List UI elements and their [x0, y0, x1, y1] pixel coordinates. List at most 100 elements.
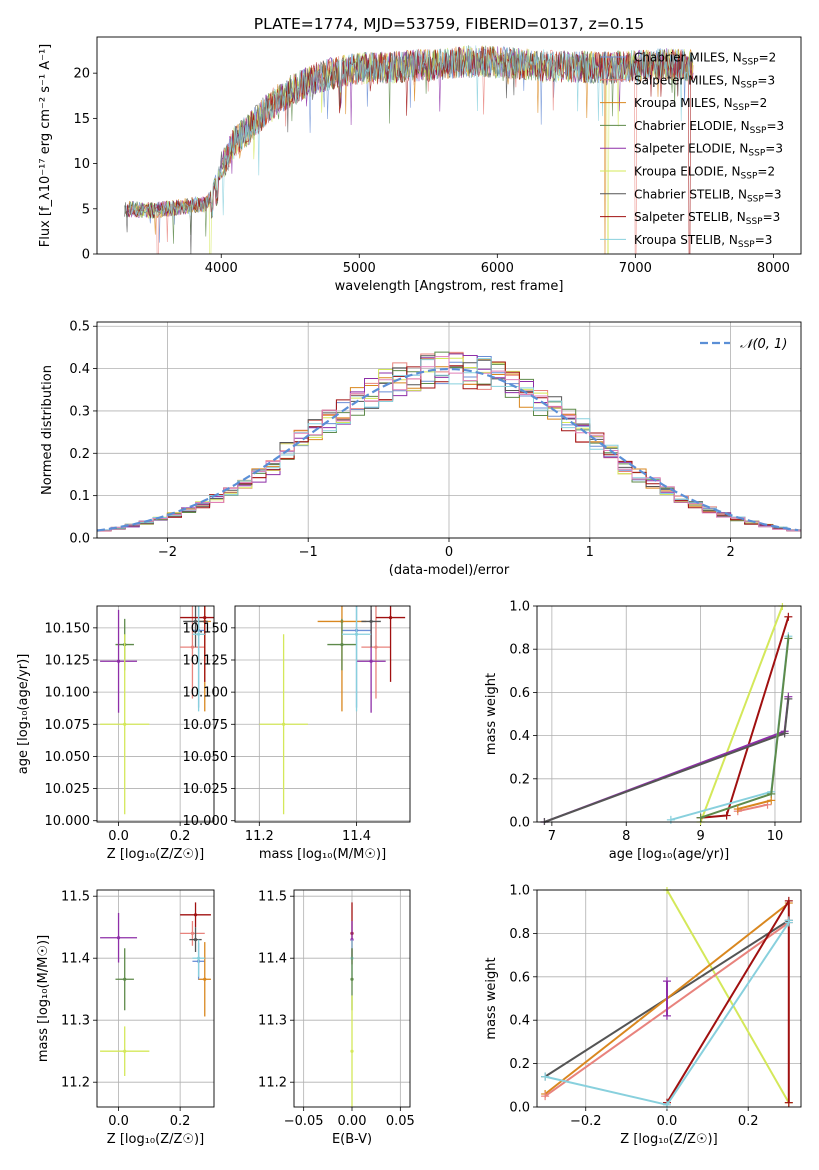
y-tick-label: 5: [82, 202, 90, 217]
legend-entry: Salpeter STELIB, NSSP=3: [634, 210, 780, 227]
y-tick-label: 1.0: [509, 884, 530, 899]
y-tick-label: 0.5: [69, 320, 90, 335]
histograms: [97, 351, 801, 533]
weight-marker: [662, 1100, 671, 1109]
residuals-panel: −2 −1 0 1 2 0.0 0.1 0.2 0.3 0.4 0.5 (data-model)/er…: [40, 320, 802, 578]
y-tick-label: 10.100: [183, 686, 229, 701]
x-tick-label: 4000: [205, 261, 238, 276]
point-marker: [340, 642, 344, 647]
x-tick-label: −0.05: [284, 1114, 324, 1129]
point-marker: [197, 956, 201, 960]
x-tick-label: 8: [622, 829, 630, 844]
point-marker: [190, 931, 195, 936]
data-point: [180, 902, 211, 928]
data-point: [100, 609, 138, 713]
y-axis-label: mass [log₁₀(M/M☉)]: [36, 935, 51, 1062]
y-tick-label: 11.2: [61, 1076, 90, 1091]
point-marker: [369, 619, 373, 624]
point-marker: [123, 1049, 127, 1053]
point-marker: [193, 619, 198, 624]
weight-marker: [780, 729, 789, 738]
x-tick-label: 8000: [757, 261, 790, 276]
weight-marker: [784, 634, 793, 643]
data-point: [100, 634, 150, 815]
legend-entry: Salpeter ELODIE, NSSP=3: [634, 142, 783, 159]
x-tick-label: 9: [696, 829, 704, 844]
y-tick-label: 0.2: [509, 772, 530, 787]
histogram-series: [97, 361, 801, 533]
data-point: [115, 948, 134, 1011]
y-tick-label: 0.8: [509, 643, 530, 658]
y-tick-label: 0.4: [509, 729, 530, 744]
data-point: [180, 606, 214, 682]
x-tick-label: 10: [767, 829, 784, 844]
y-tick-label: 0.2: [509, 1057, 530, 1072]
mass-vs-Z-panel: 0.0 0.2 11.2 11.3 11.4 11.5 Z [log₁₀(Z/Z☉)] mas…: [36, 889, 215, 1147]
weight-series: [544, 696, 790, 823]
weight-series: [737, 799, 772, 810]
spectrum-series: [128, 45, 694, 218]
data-point: [192, 606, 205, 712]
x-axis-label: age [log₁₀(age/yr)]: [609, 847, 730, 862]
legend-entry: Salpeter MILES, NSSP=3: [634, 73, 775, 90]
x-axis-label: Z [log₁₀(Z/Z☉)]: [107, 847, 204, 862]
y-tick-label: 10.075: [45, 718, 91, 733]
x-tick-label: 0.00: [338, 1114, 367, 1129]
weight-series: [544, 698, 790, 823]
y-tick-label: 10.000: [45, 814, 91, 829]
x-axis-label: Z [log₁₀(Z/Z☉)]: [620, 1132, 717, 1147]
axes-frame: [536, 889, 802, 1108]
point-marker: [374, 645, 378, 649]
data-point: [341, 606, 372, 712]
x-tick-label: 5000: [343, 261, 376, 276]
point-marker: [197, 632, 201, 636]
weight-series: [699, 605, 784, 823]
x-tick-label: −2: [158, 545, 177, 560]
x-tick-label: 2: [726, 545, 734, 560]
weight-vs-age-panel: 7 8 9 10 0.0 0.2 0.4 0.6 0.8 1.0 age [log₁₀(age/yr…: [484, 600, 802, 862]
age-vs-mass-panel: 11.2 11.4 10.000 10.025 10.050 10.075 10.100 10…: [183, 605, 411, 862]
weight-marker: [784, 612, 793, 621]
y-tick-label: 11.5: [258, 890, 287, 905]
y-tick-label: 0.2: [69, 447, 90, 462]
y-tick-label: 0.6: [509, 686, 530, 701]
x-tick-label: 11.2: [245, 829, 274, 844]
y-tick-label: 10.150: [183, 621, 229, 636]
y-tick-label: 0.8: [509, 927, 530, 942]
point-marker: [123, 977, 127, 981]
axes-frame: [96, 889, 215, 1108]
y-tick-label: 10.125: [183, 654, 229, 669]
point-marker: [193, 938, 198, 942]
data-point: [259, 634, 308, 815]
histogram-series: [97, 356, 801, 533]
spectrum-legend: Chabrier MILES, NSSP=2 Salpeter MILES, NS…: [600, 51, 784, 250]
data-point: [180, 606, 205, 699]
point-marker: [123, 722, 127, 726]
axes-frame: [96, 321, 802, 539]
x-tick-label: 0.2: [170, 1114, 191, 1129]
x-tick-label: 0.05: [386, 1114, 415, 1129]
x-axis-label: wavelength [Angstrom, rest frame]: [335, 279, 564, 294]
weight-marker: [767, 796, 776, 805]
data-point: [100, 912, 138, 963]
y-tick-label: 0.4: [509, 1014, 530, 1029]
y-tick-label: 10.000: [183, 814, 229, 829]
age-vs-Z-panel: 0.0 0.2 10.000 10.025 10.050 10.075 10.100 10.1…: [16, 605, 215, 862]
point-marker: [350, 977, 354, 981]
y-tick-label: 11.4: [61, 952, 90, 967]
x-tick-label: 0.2: [738, 1114, 759, 1129]
data-point: [350, 995, 354, 1107]
point-marker: [193, 913, 198, 917]
y-tick-label: 10.025: [183, 782, 229, 797]
y-tick-label: 15: [73, 112, 90, 127]
x-tick-label: 1: [586, 545, 594, 560]
x-axis-label: E(B-V): [332, 1132, 372, 1147]
weight-marker: [666, 815, 675, 824]
y-tick-label: 10.050: [183, 750, 229, 765]
y-tick-label: 10.125: [45, 654, 91, 669]
weight-marker: [784, 694, 793, 703]
weight-marker: [784, 1098, 793, 1107]
weight-lines: [540, 603, 793, 825]
weight-marker: [662, 977, 671, 986]
